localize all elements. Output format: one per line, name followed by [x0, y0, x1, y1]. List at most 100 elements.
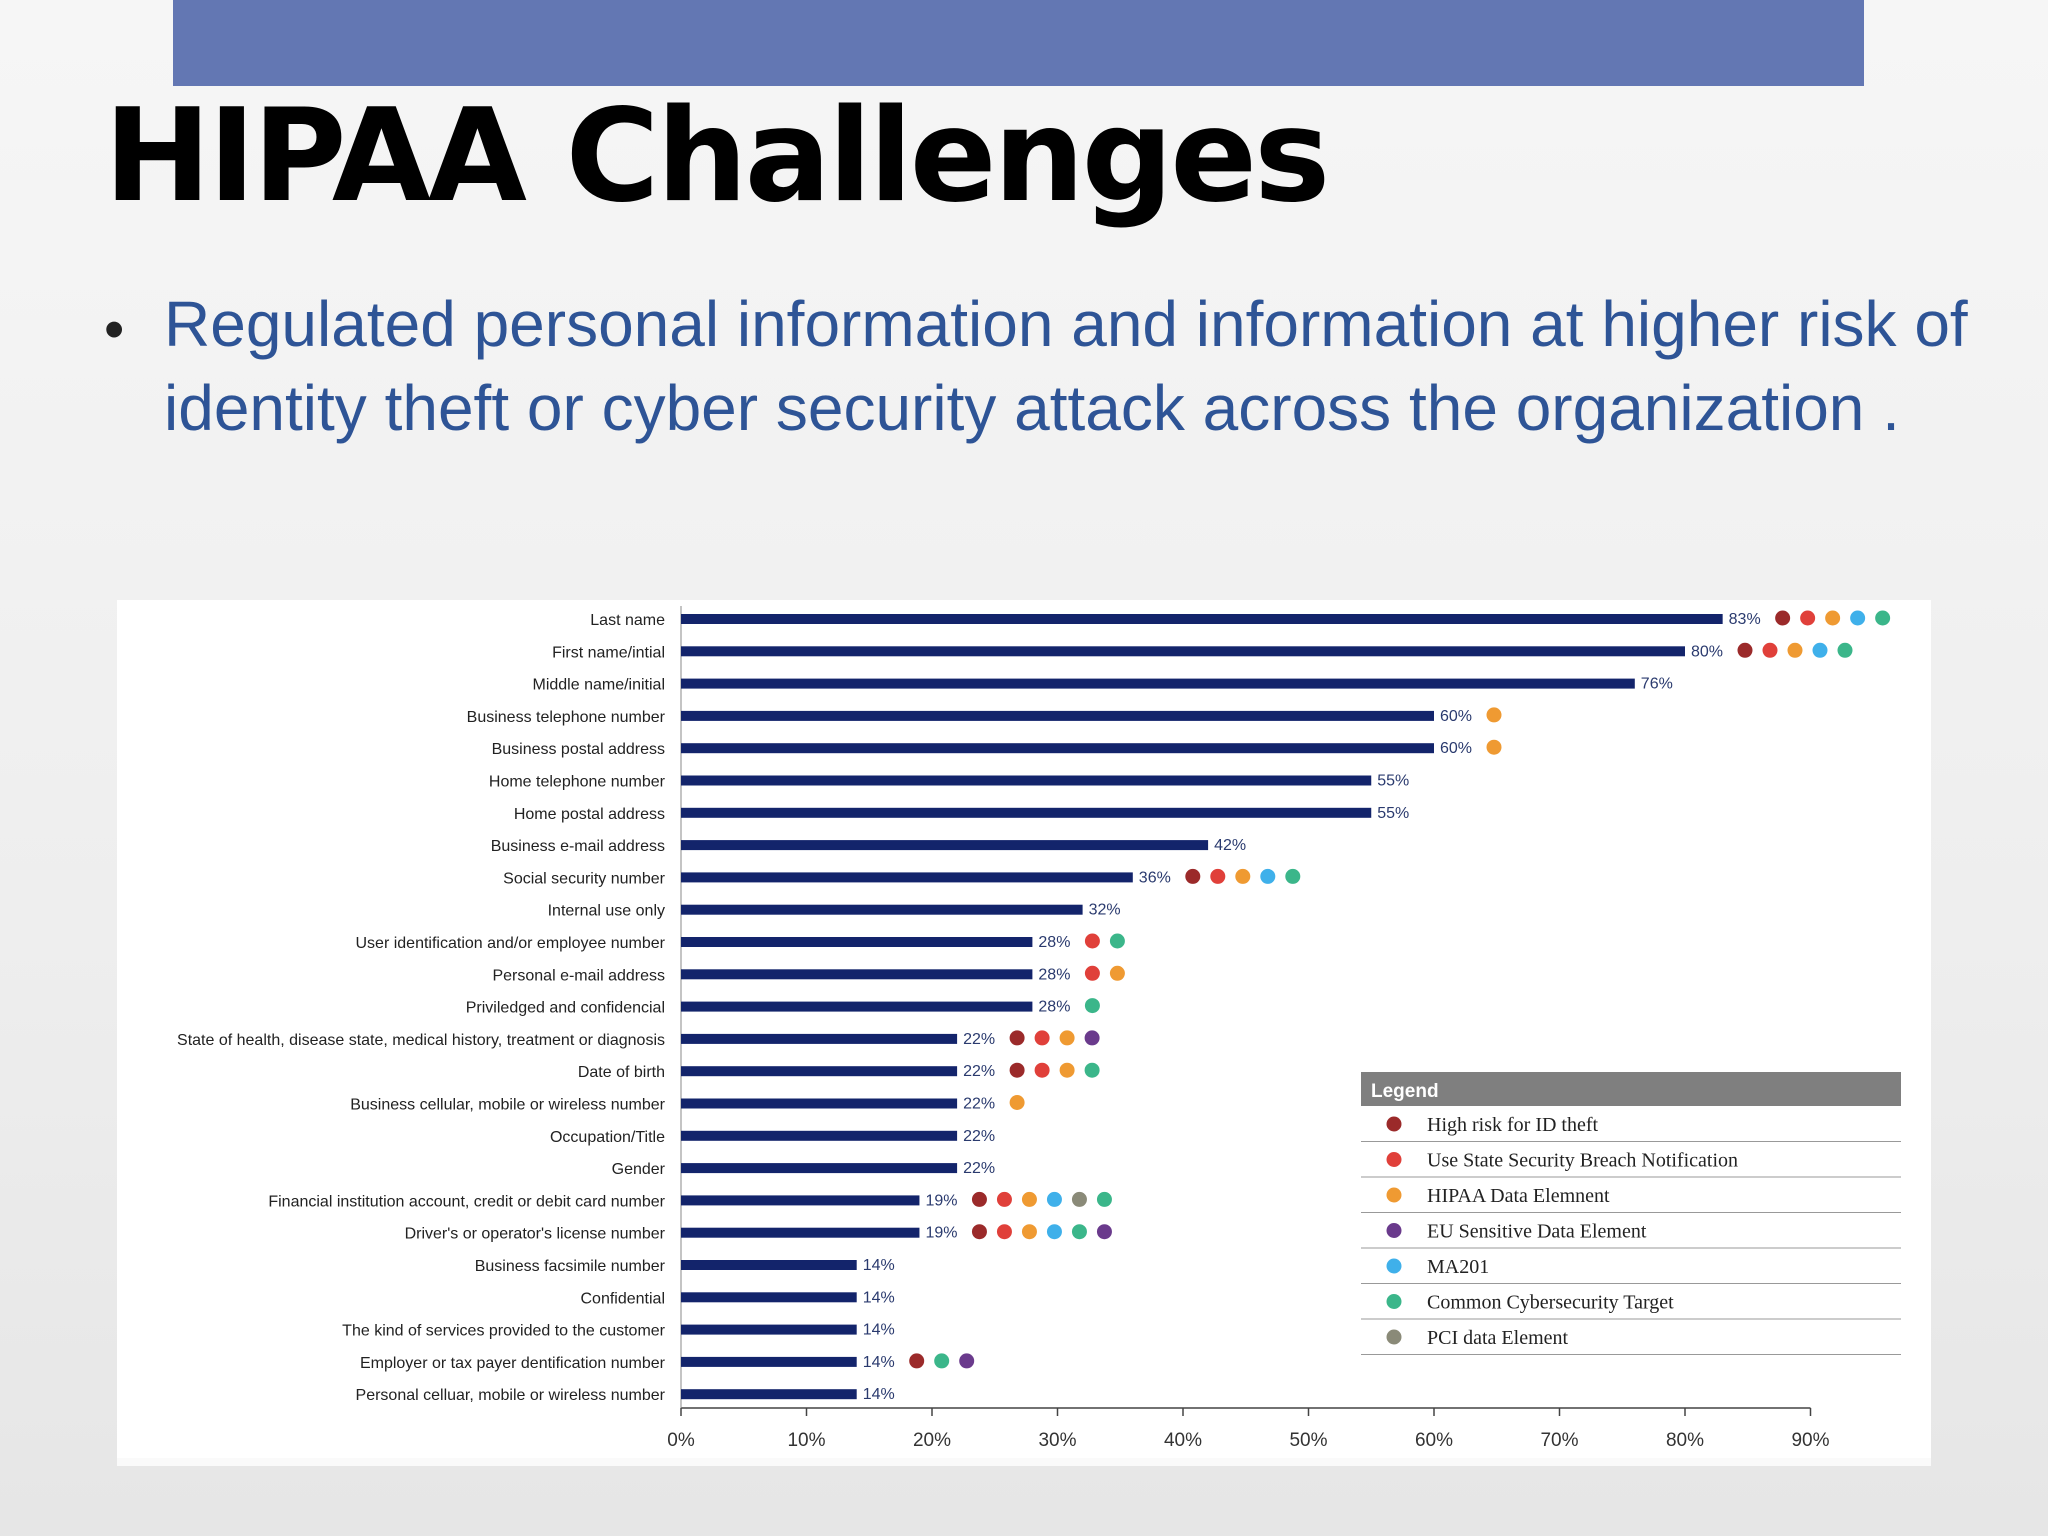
bar	[681, 1066, 958, 1077]
x-tick-label: 40%	[1164, 1430, 1202, 1451]
value-label: 55%	[1377, 805, 1409, 822]
flag-dot-cyber	[1096, 1191, 1112, 1207]
category-label: Date of birth	[578, 1064, 665, 1081]
value-label: 28%	[1038, 934, 1070, 951]
value-label: 14%	[863, 1289, 895, 1306]
category-label: Middle name/initial	[532, 677, 665, 694]
value-label: 42%	[1214, 837, 1246, 854]
bar	[681, 1001, 1033, 1012]
bullet-dot-icon: •	[104, 297, 125, 362]
x-tick-label: 60%	[1415, 1430, 1453, 1451]
category-label: Occupation/Title	[550, 1129, 665, 1146]
category-label: Driver's or operator's license number	[405, 1226, 666, 1243]
legend-item-label: Common Cybersecurity Target	[1427, 1292, 1674, 1314]
flag-dot-breach	[996, 1224, 1012, 1240]
category-label: Last name	[590, 612, 665, 629]
flag-dot-eu	[959, 1353, 975, 1369]
flag-dot-hipaa	[1486, 707, 1502, 723]
legend-title: Legend	[1371, 1081, 1439, 1102]
flag-dot-hipaa	[1825, 610, 1841, 626]
x-tick-label: 50%	[1289, 1430, 1327, 1451]
legend-item-label: HIPAA Data Elemnent	[1427, 1185, 1610, 1207]
bar	[681, 775, 1372, 786]
category-label: Business telephone number	[467, 709, 666, 726]
flag-dot-breach	[1800, 610, 1816, 626]
value-label: 22%	[963, 1063, 995, 1080]
value-label: 14%	[863, 1257, 895, 1274]
flag-dot-id_theft	[1185, 868, 1201, 884]
value-label: 76%	[1641, 676, 1673, 693]
x-tick-label: 20%	[913, 1430, 951, 1451]
flag-dot-cyber	[1285, 868, 1301, 884]
flag-dot-hipaa	[1787, 642, 1803, 658]
bar	[681, 937, 1033, 947]
category-label: Business e-mail address	[491, 838, 665, 855]
top-accent-bar	[173, 0, 1864, 86]
flag-dot-hipaa	[1021, 1191, 1037, 1207]
x-tick-label: 70%	[1540, 1430, 1578, 1451]
bullet-text: Regulated personal information and infor…	[164, 288, 1968, 444]
category-label: Gender	[612, 1161, 666, 1178]
flag-dot-hipaa	[1059, 1062, 1075, 1078]
category-label: Personal celluar, mobile or wireless num…	[356, 1387, 666, 1404]
bar	[681, 1260, 857, 1270]
flag-dot-cyber	[1875, 610, 1891, 626]
legend-dot-id_theft	[1386, 1116, 1402, 1132]
flag-dot-hipaa	[1235, 868, 1251, 884]
value-label: 22%	[963, 1128, 995, 1145]
bar	[681, 1195, 920, 1206]
flag-dot-id_theft	[971, 1191, 987, 1207]
x-tick-label: 0%	[667, 1430, 695, 1451]
value-label: 28%	[1038, 999, 1070, 1016]
flag-dot-id_theft	[1775, 610, 1791, 626]
flag-dot-breach	[1210, 868, 1226, 884]
value-label: 36%	[1139, 869, 1171, 886]
legend-dot-pci	[1386, 1329, 1402, 1345]
flag-dot-ma201	[1046, 1224, 1062, 1240]
flag-dot-breach	[1084, 933, 1100, 949]
bar	[681, 969, 1033, 980]
category-label: Business postal address	[492, 741, 665, 758]
legend-item-label: MA201	[1427, 1256, 1489, 1278]
slide-title: HIPAA Challenges	[104, 82, 1330, 231]
category-label: Priviledged and confidencial	[466, 1000, 665, 1017]
legend-header	[1361, 1072, 1901, 1106]
value-label: 19%	[925, 1192, 957, 1209]
category-label: Home telephone number	[489, 774, 666, 791]
value-label: 22%	[963, 1160, 995, 1177]
flag-dot-pci	[1071, 1191, 1087, 1207]
value-label: 28%	[1038, 966, 1070, 983]
value-label: 14%	[863, 1386, 895, 1403]
flag-dot-cyber	[1084, 998, 1100, 1014]
flag-dot-id_theft	[1737, 642, 1753, 658]
category-label: Financial institution account, credit or…	[268, 1193, 665, 1210]
legend-dot-hipaa	[1386, 1187, 1402, 1203]
bar	[681, 1324, 857, 1335]
value-label: 60%	[1440, 740, 1472, 757]
category-label: Confidential	[581, 1290, 666, 1307]
bar	[681, 614, 1723, 624]
x-tick-label: 30%	[1038, 1430, 1076, 1451]
flag-dot-cyber	[1109, 933, 1125, 949]
value-label: 22%	[963, 1031, 995, 1048]
category-label: Business facsimile number	[475, 1258, 666, 1275]
bar	[681, 904, 1083, 915]
bar	[681, 1389, 857, 1400]
flag-dot-hipaa	[1486, 739, 1502, 755]
bar	[681, 840, 1209, 851]
flag-dot-breach	[1034, 1062, 1050, 1078]
flag-dot-ma201	[1812, 642, 1828, 658]
category-label: First name/intial	[552, 644, 665, 661]
flag-dot-id_theft	[1009, 1062, 1025, 1078]
flag-dot-hipaa	[1059, 1030, 1075, 1046]
bar-chart: 0% 10% 20% 30% 40% 50% 60% 70% 80% 90% Last name 83…	[177, 606, 1901, 1451]
value-label: 83%	[1729, 611, 1761, 628]
category-label: Internal use only	[548, 903, 665, 920]
category-label: State of health, disease state, medical …	[177, 1032, 665, 1049]
chart-footer-strip	[117, 1458, 1931, 1466]
value-label: 32%	[1089, 902, 1121, 919]
legend-item-label: High risk for ID theft	[1427, 1114, 1599, 1136]
x-tick-label: 90%	[1791, 1430, 1829, 1451]
flag-dot-hipaa	[1009, 1095, 1025, 1110]
bar	[681, 1098, 958, 1109]
